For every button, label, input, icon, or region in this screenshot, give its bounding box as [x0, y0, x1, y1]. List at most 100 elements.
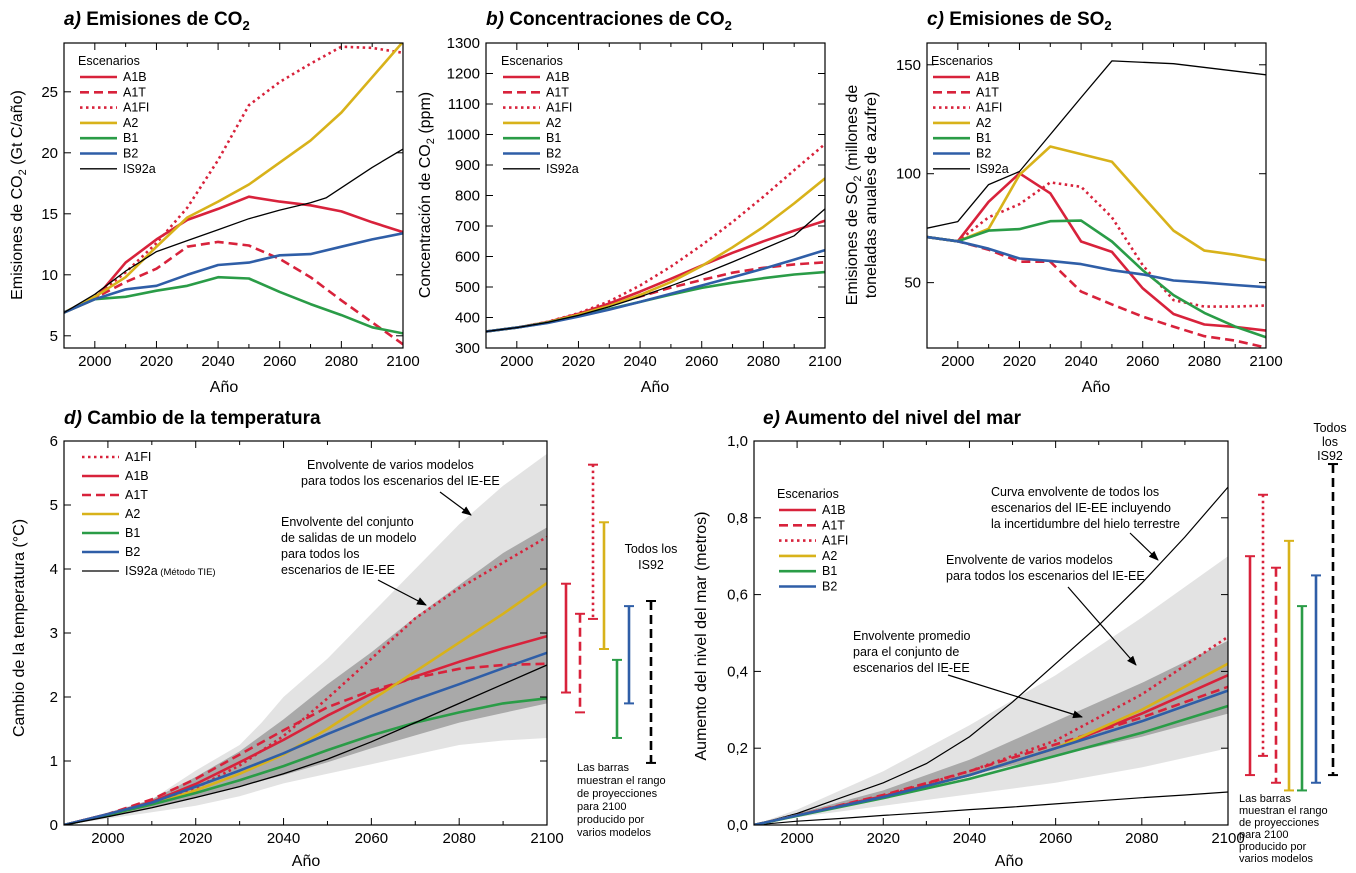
legend-item-a1t: A1T: [123, 85, 146, 99]
series-line-b1: [486, 270, 825, 333]
y-tick-label: 0,4: [727, 663, 748, 680]
x-tick-label: 2040: [953, 830, 986, 847]
legend-item-b2: B2: [123, 147, 138, 161]
upper-ice-curve: [754, 486, 1228, 825]
legend-item-b1: B1: [822, 564, 837, 578]
legend-item-a1b: A1B: [123, 70, 147, 84]
series-line-is92a: [927, 60, 1266, 229]
x-tick-label: 2100: [1211, 830, 1244, 847]
legend-item-a1t: A1T: [125, 488, 148, 502]
legend-item-a2: A2: [125, 507, 140, 521]
y-tick-label: 5: [50, 328, 58, 345]
series-line-is92a: [64, 148, 403, 314]
y-tick-label: 50: [904, 275, 921, 292]
panel-e-annotations: Curva envolvente de todos los escenarios…: [853, 421, 1347, 865]
annotation-line: para todos los escenarios del IE-EE: [301, 474, 500, 488]
legend-item-a1fi: A1FI: [976, 101, 1002, 115]
annotation-arrow: [1067, 586, 1137, 666]
y-tick-label: 0,2: [727, 740, 748, 757]
panel-d-xlabel: Año: [292, 853, 321, 870]
bars-label: los: [1322, 435, 1338, 449]
y-tick-label: 10: [41, 267, 58, 284]
annotation-line: Envolvente del conjunto: [281, 515, 414, 529]
annotation-line: Envolvente de varios modelos: [946, 553, 1113, 567]
annotation-arrow: [947, 674, 1083, 719]
series-line-is92a: [64, 664, 547, 825]
legend-title: Escenarios: [78, 54, 140, 68]
bars-note: de proyecciones: [1239, 817, 1320, 829]
legend-item-b1: B1: [125, 526, 140, 540]
y-tick-label: 2: [50, 689, 58, 706]
legend: A1FI A1B A1T A2 B1 B2 IS92a (Método TIE): [82, 450, 216, 578]
annotation-line: para todos los escenarios del IE-EE: [946, 569, 1145, 583]
bars-note: varios modelos: [577, 827, 651, 839]
y-tick-label: 1,0: [727, 433, 748, 450]
legend-item-a1b: A1B: [976, 70, 1000, 84]
panel-b-plot: 2000 2020 2040 2060 2080 2100 300 400 500 600 700 8…: [447, 35, 842, 370]
panel-d-title: d) Cambio de la temperatura: [64, 408, 321, 429]
bars-note: para 2100: [1239, 829, 1289, 841]
annotation-line: Curva envolvente de todos los: [991, 485, 1159, 499]
y-tick-label: 0,0: [727, 817, 748, 834]
annotation-line: de salidas de un modelo: [281, 531, 417, 545]
x-tick-label: 2040: [267, 830, 300, 847]
x-tick-label: 2020: [562, 353, 595, 370]
y-tick-label: 300: [455, 340, 480, 357]
legend-item-a2: A2: [123, 116, 138, 130]
legend-item-b1: B1: [976, 131, 991, 145]
x-tick-label: 2020: [867, 830, 900, 847]
bars-note: Las barras: [577, 762, 629, 774]
bars-note: muestran el rango: [577, 775, 666, 787]
x-tick-label: 2020: [179, 830, 212, 847]
series-line-a1fi: [64, 45, 403, 314]
panel-c-title: c) Emisiones de SO2: [927, 9, 1112, 33]
legend-item-a1b: A1B: [546, 70, 570, 84]
plot-frame: [485, 42, 826, 349]
y-tick-label: 20: [41, 145, 58, 162]
panel-d-ylabel: Cambio de la temperatura (°C): [11, 519, 28, 737]
legend-item-is92a: IS92a: [123, 162, 156, 176]
legend-item-a2: A2: [822, 549, 837, 563]
series-line-b2: [754, 689, 1228, 825]
panel-c-plot: 2000 2020 2040 2060 2080 2100 50 100 150 Escenari…: [896, 42, 1283, 370]
bars-label: Todos los: [625, 542, 678, 556]
x-tick-label: 2000: [91, 830, 124, 847]
y-tick-label: 150: [896, 57, 921, 74]
panel-d-plot: 2000 2020 2040 2060 2080 21000123456A1FIA1BA1…: [50, 433, 656, 847]
legend-item-a1t: A1T: [822, 518, 845, 532]
annotation-line: para el conjunto de: [853, 645, 959, 659]
envelope-multi-model-band: [754, 556, 1228, 825]
panel-e-plot: 2000 2020 2040 2060 2080 2100 0,0 0,2 0,4 0,6 0,8 1…: [727, 433, 1338, 847]
annotation-line: Envolvente de varios modelos: [307, 458, 474, 472]
series-line-is92a: [486, 208, 825, 333]
legend-title: Escenarios: [931, 54, 993, 68]
legend-item-a1fi: A1FI: [123, 101, 149, 115]
y-tick-label: 25: [41, 84, 58, 101]
y-tick-label: 800: [455, 188, 480, 205]
x-tick-label: 2020: [1003, 353, 1036, 370]
panel-a-plot: 2000 2020 2040 2060 2080 2100 5 10 15 20 25 Escenar…: [41, 42, 420, 370]
y-tick-label: 0,8: [727, 510, 748, 527]
series-line-a2: [64, 43, 403, 314]
series-line-a1b: [927, 172, 1266, 332]
x-tick-label: 2060: [1126, 353, 1159, 370]
series-line-a1b: [64, 195, 403, 314]
series-line-b2: [64, 232, 403, 314]
series-line-a1t: [64, 240, 403, 346]
lower-ice-curve: [754, 791, 1228, 825]
x-tick-label: 2060: [355, 830, 388, 847]
legend-item-a1fi: A1FI: [546, 101, 572, 115]
plot-frame: [926, 42, 1267, 349]
x-tick-label: 2000: [78, 353, 111, 370]
x-tick-label: 2080: [1188, 353, 1221, 370]
legend-item-a1t: A1T: [976, 85, 999, 99]
legend-item-is92a: IS92a: [546, 162, 579, 176]
y-tick-label: 4: [50, 561, 58, 578]
annotation-line: Envolvente promedio: [853, 629, 970, 643]
legend-item-b1: B1: [546, 131, 561, 145]
series-line-a1fi: [927, 181, 1266, 308]
panel-b-ylabel: Concentración de CO2 (ppm): [417, 92, 437, 298]
y-tick-label: 400: [455, 310, 480, 327]
